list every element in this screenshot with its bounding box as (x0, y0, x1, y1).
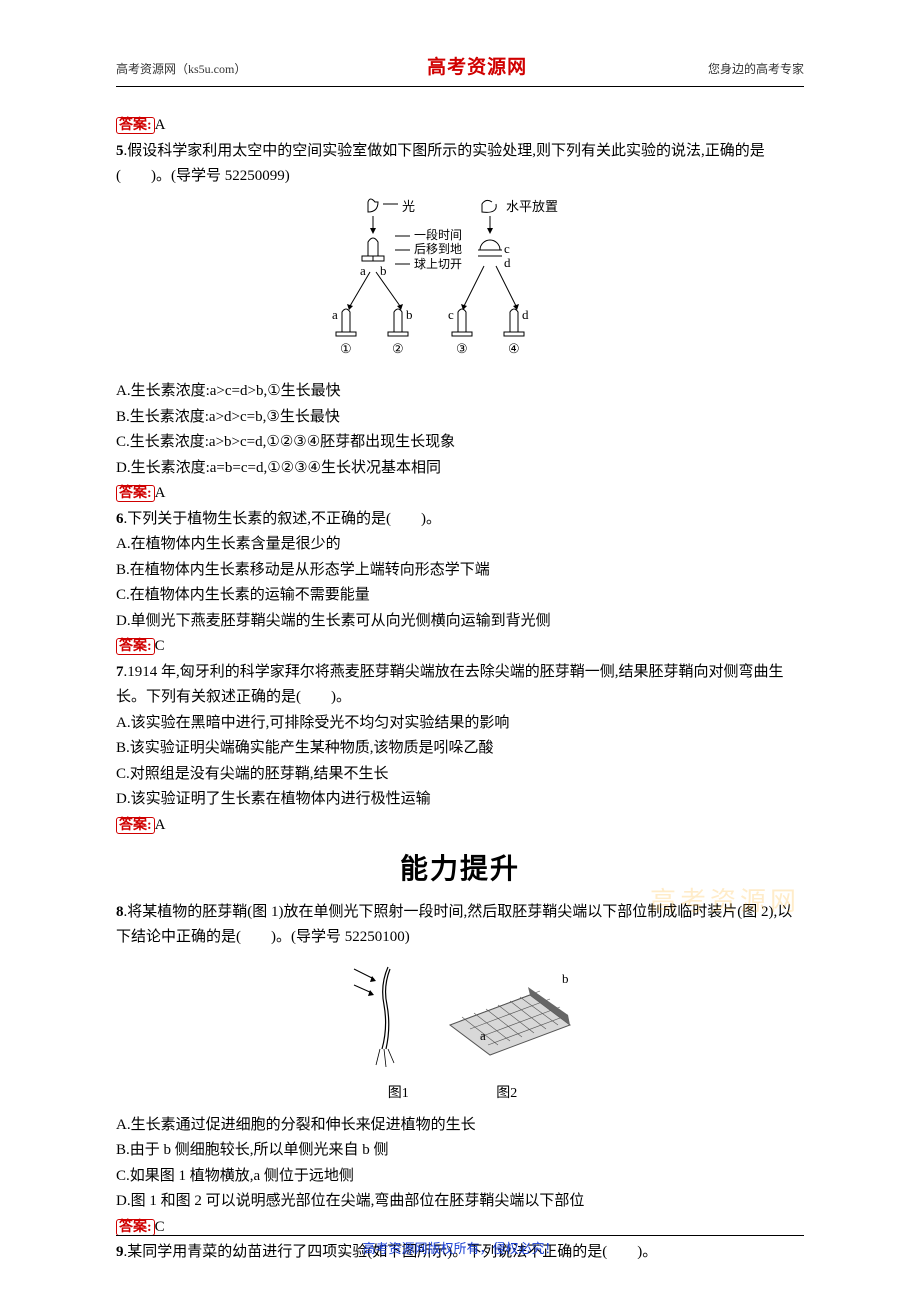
q7-optB: B.该实验证明尖端确实能产生某种物质,该物质是吲哚乙酸 (116, 736, 804, 762)
fig5-c2: c (448, 304, 454, 326)
answer-label: 答案: (116, 817, 155, 834)
q5-optB: B.生长素浓度:a>d>c=b,③生长最快 (116, 405, 804, 431)
fig5-n1: ① (340, 338, 352, 360)
q6-optC: C.在植物体内生长素的运输不需要能量 (116, 583, 804, 609)
page-footer: 高考资源网版权所有，侵权必究！ (116, 1235, 804, 1260)
q7-optC: C.对照组是没有尖端的胚芽鞘,结果不生长 (116, 762, 804, 788)
q5-num: 5 (116, 143, 124, 159)
fig5-b: b (380, 260, 387, 282)
answer-label: 答案: (116, 117, 155, 134)
fig5-a: a (360, 260, 366, 282)
q8-num: 8 (116, 904, 124, 920)
header-center-title: 高考资源网 (427, 52, 527, 84)
q6-text: 6.下列关于植物生长素的叙述,不正确的是( )。 (116, 507, 804, 533)
q5-figure: 光 水平放置 一段时间 后移到地 球上切开 a b c d a b c d ① … (116, 194, 804, 374)
section-title: 能力提升 (116, 846, 804, 894)
answer-label: 答案: (116, 1219, 155, 1236)
q5-answer-line: 答案:A (116, 481, 804, 507)
q6-optA: A.在植物体内生长素含量是很少的 (116, 532, 804, 558)
q8-optD: D.图 1 和图 2 可以说明感光部位在尖端,弯曲部位在胚芽鞘尖端以下部位 (116, 1189, 804, 1215)
q7-text: 7.1914 年,匈牙利的科学家拜尔将燕麦胚芽鞘尖端放在去除尖端的胚芽鞘一侧,结… (116, 660, 804, 711)
answer-label: 答案: (116, 485, 155, 502)
fig5-mid-text: 一段时间 后移到地 球上切开 (414, 228, 462, 271)
q8-body: .将某植物的胚芽鞘(图 1)放在单侧光下照射一段时间,然后取胚芽鞘尖端以下部位制… (116, 904, 792, 946)
q4-answer-line: 答案:A (116, 113, 804, 139)
fig5-a2: a (332, 304, 338, 326)
q6-body: .下列关于植物生长素的叙述,不正确的是( )。 (124, 511, 442, 527)
q7-answer-line: 答案:A (116, 813, 804, 839)
fig8-cap1: 图1 (353, 1082, 443, 1106)
q6-optB: B.在植物体内生长素移动是从形态学上端转向形态学下端 (116, 558, 804, 584)
fig8-b-label: b (562, 971, 569, 986)
fig5-d2: d (522, 304, 529, 326)
fig8-cap2: 图2 (447, 1082, 567, 1106)
q5-optD: D.生长素浓度:a=b=c=d,①②③④生长状况基本相同 (116, 456, 804, 482)
fig5-light-label: 光 (402, 196, 415, 218)
answer-label: 答案: (116, 638, 155, 655)
q8-answer-value: C (155, 1219, 165, 1235)
q8-text: 8.将某植物的胚芽鞘(图 1)放在单侧光下照射一段时间,然后取胚芽鞘尖端以下部位… (116, 900, 804, 951)
fig5-d: d (504, 252, 511, 274)
fig5-horiz-label: 水平放置 (506, 196, 558, 218)
q7-optA: A.该实验在黑暗中进行,可排除受光不均匀对实验结果的影响 (116, 711, 804, 737)
fig5-b2: b (406, 304, 413, 326)
q5-text: 5.假设科学家利用太空中的空间实验室做如下图所示的实验处理,则下列有关此实验的说… (116, 139, 804, 190)
q8-figure-svg: a b (340, 955, 580, 1075)
q7-num: 7 (116, 664, 124, 680)
q5-answer-value: A (155, 485, 166, 501)
q8-optB: B.由于 b 侧细胞较长,所以单侧光来自 b 侧 (116, 1138, 804, 1164)
fig5-n4: ④ (508, 338, 520, 360)
header-right: 您身边的高考专家 (708, 59, 804, 79)
q7-optD: D.该实验证明了生长素在植物体内进行极性运输 (116, 787, 804, 813)
q4-answer-value: A (155, 117, 166, 133)
q6-optD: D.单侧光下燕麦胚芽鞘尖端的生长素可从向光侧横向运输到背光侧 (116, 609, 804, 635)
header-left: 高考资源网（ks5u.com） (116, 59, 246, 79)
q8-optA: A.生长素通过促进细胞的分裂和伸长来促进植物的生长 (116, 1113, 804, 1139)
page-header: 高考资源网（ks5u.com） 高考资源网 您身边的高考专家 (116, 52, 804, 87)
fig8-captions: 图1 图2 (340, 1082, 580, 1106)
fig8-a-label: a (480, 1028, 486, 1043)
q5-body: .假设科学家利用太空中的空间实验室做如下图所示的实验处理,则下列有关此实验的说法… (116, 143, 765, 185)
fig5-n2: ② (392, 338, 404, 360)
q8-figure: a b 图1 图2 (116, 955, 804, 1107)
q5-optC: C.生长素浓度:a>b>c=d,①②③④胚芽都出现生长现象 (116, 430, 804, 456)
q5-optA: A.生长素浓度:a>c=d>b,①生长最快 (116, 379, 804, 405)
q8-optC: C.如果图 1 植物横放,a 侧位于远地侧 (116, 1164, 804, 1190)
q6-num: 6 (116, 511, 124, 527)
q7-answer-value: A (155, 817, 166, 833)
q6-answer-line: 答案:C (116, 634, 804, 660)
q6-answer-value: C (155, 638, 165, 654)
q7-body: .1914 年,匈牙利的科学家拜尔将燕麦胚芽鞘尖端放在去除尖端的胚芽鞘一侧,结果… (116, 664, 784, 706)
page: 高考资源网（ks5u.com） 高考资源网 您身边的高考专家 答案:A 5.假设… (0, 0, 920, 1306)
fig5-n3: ③ (456, 338, 468, 360)
